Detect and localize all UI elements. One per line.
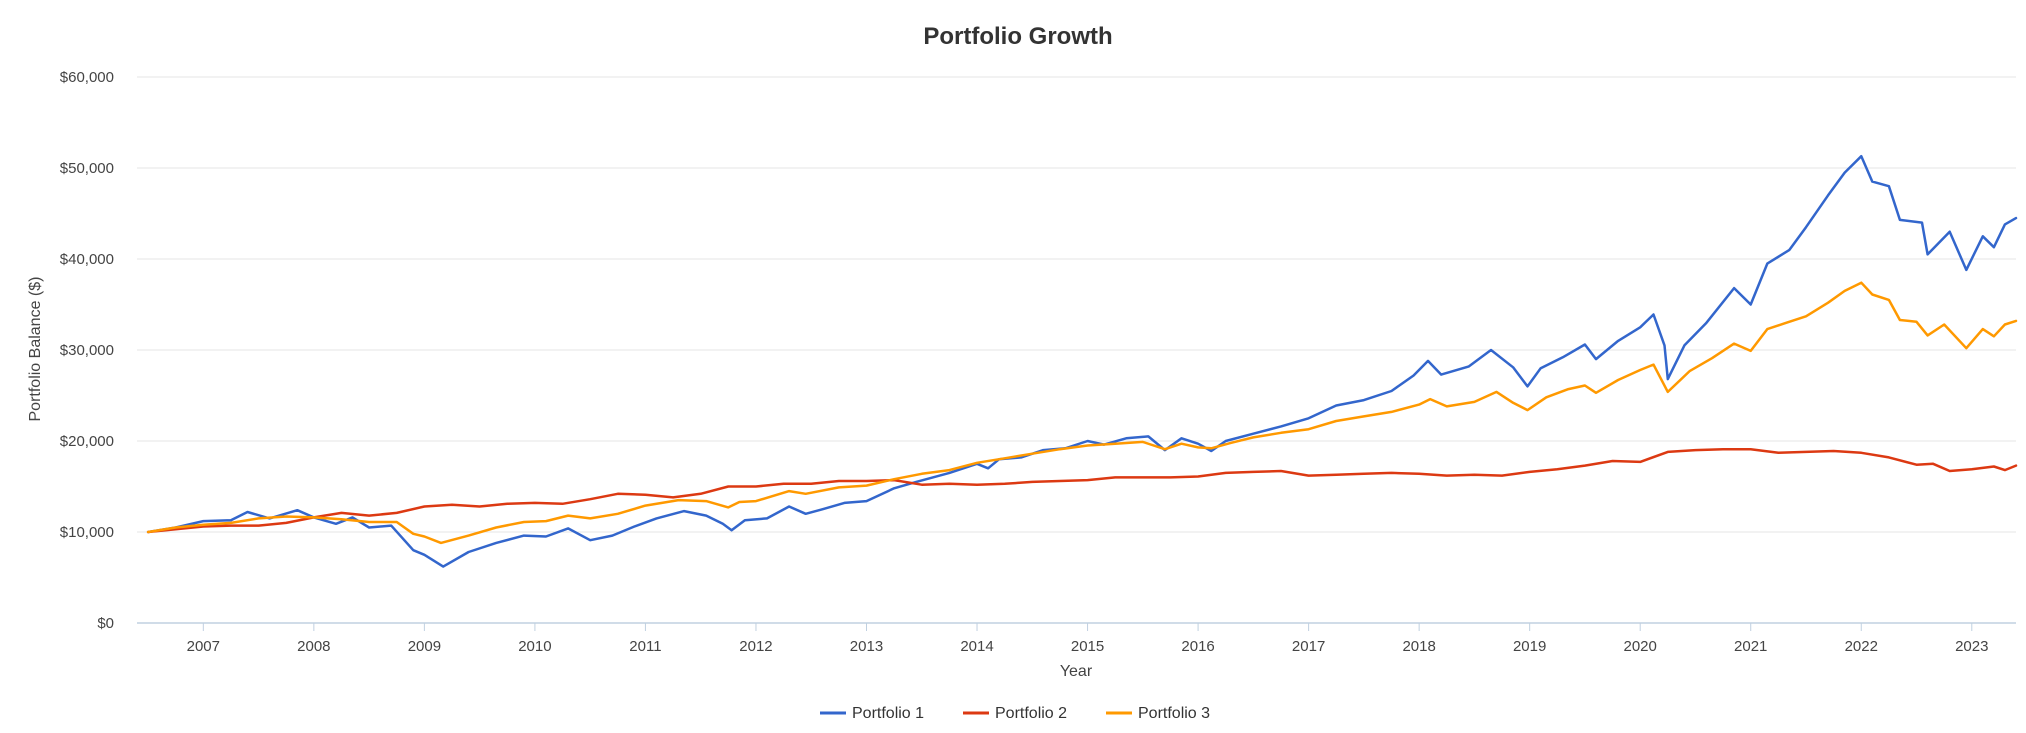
- x-axis: 2007 2008 2009 2010 2011 2012 2013 2014 2015 2016…: [137, 622, 2016, 655]
- series-line-portfolio-2[interactable]: [146, 447, 2018, 534]
- x-tick-label: 2015: [1071, 638, 1104, 655]
- x-tick-label: 2017: [1292, 638, 1325, 655]
- x-tick-label: 2007: [187, 638, 220, 655]
- x-tick-label: 2016: [1181, 638, 1214, 655]
- x-tick-label: 2013: [850, 638, 883, 655]
- legend[interactable]: Portfolio 1 Portfolio 2 Portfolio 3: [820, 705, 1210, 722]
- legend-label: Portfolio 3: [1138, 705, 1210, 722]
- series-line-portfolio-3[interactable]: [146, 281, 2018, 545]
- y-axis-title: Portfolio Balance ($): [27, 277, 44, 422]
- y-tick-label: $20,000: [60, 433, 114, 450]
- y-tick-label: $60,000: [60, 69, 114, 86]
- x-tick-label: 2022: [1845, 638, 1878, 655]
- y-tick-label: $10,000: [60, 524, 114, 541]
- x-tick-label: 2021: [1734, 638, 1767, 655]
- y-tick-label: $50,000: [60, 160, 114, 177]
- legend-label: Portfolio 1: [852, 705, 924, 722]
- chart-title: Portfolio Growth: [923, 23, 1112, 50]
- legend-item-portfolio-2[interactable]: Portfolio 2: [963, 705, 1067, 722]
- series-lines: [146, 154, 2018, 568]
- x-axis-title: Year: [1060, 663, 1093, 680]
- x-tick-label: 2008: [297, 638, 330, 655]
- x-tick-label: 2012: [739, 638, 772, 655]
- x-tick-label: 2023: [1955, 638, 1988, 655]
- y-axis: $0 $10,000 $20,000 $30,000 $40,000 $50,000 $60…: [60, 69, 114, 632]
- x-tick-label: 2011: [629, 638, 661, 655]
- legend-item-portfolio-1[interactable]: Portfolio 1: [820, 705, 924, 722]
- legend-label: Portfolio 2: [995, 705, 1067, 722]
- x-tick-label: 2019: [1513, 638, 1546, 655]
- series-line-portfolio-1[interactable]: [146, 154, 2018, 568]
- y-tick-label: $0: [97, 615, 114, 632]
- legend-item-portfolio-3[interactable]: Portfolio 3: [1106, 705, 1210, 722]
- x-tick-label: 2014: [960, 638, 993, 655]
- x-tick-label: 2010: [518, 638, 551, 655]
- grid-lines: [137, 76, 2016, 533]
- y-tick-label: $40,000: [60, 251, 114, 268]
- y-tick-label: $30,000: [60, 342, 114, 359]
- x-tick-label: 2009: [408, 638, 441, 655]
- x-tick-label: 2020: [1624, 638, 1657, 655]
- x-tick-label: 2018: [1402, 638, 1435, 655]
